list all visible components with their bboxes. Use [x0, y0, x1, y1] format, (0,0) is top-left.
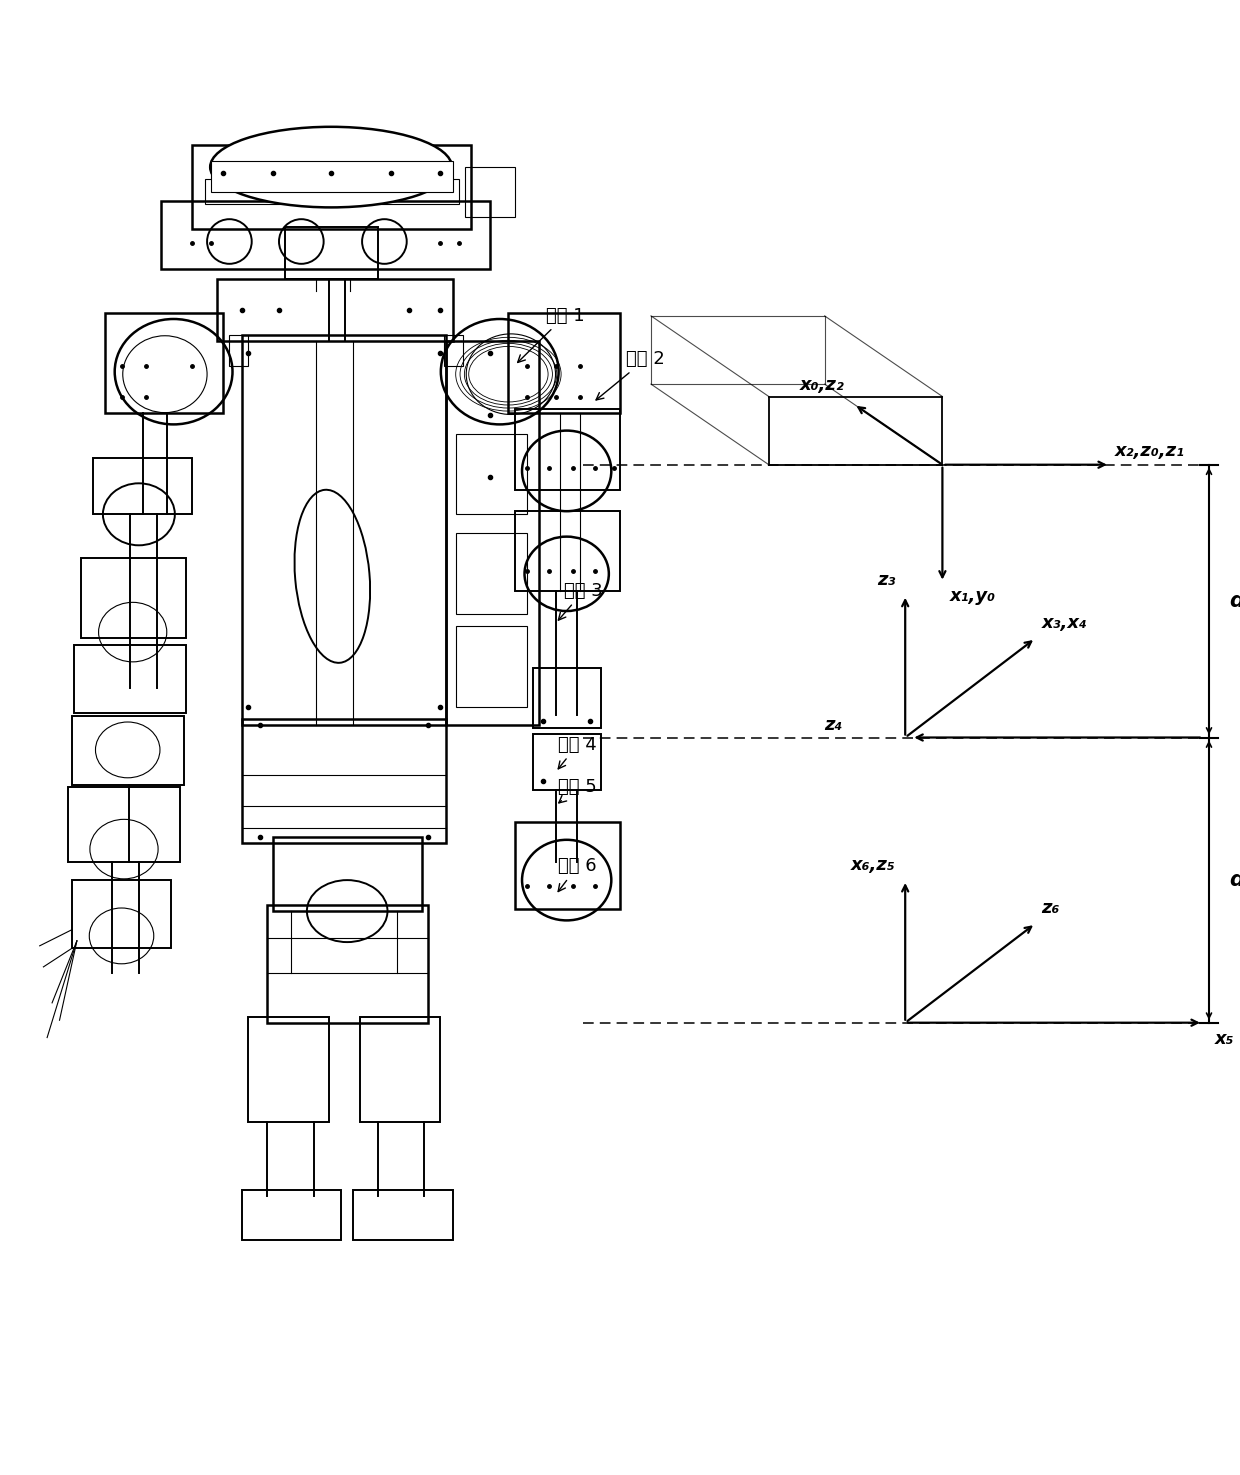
Bar — [105, 313, 223, 413]
Bar — [456, 532, 527, 614]
Bar — [515, 409, 620, 490]
Text: 关节 6: 关节 6 — [558, 857, 596, 891]
Bar — [68, 788, 180, 861]
Bar — [360, 1016, 440, 1122]
Bar — [273, 836, 422, 912]
Bar — [72, 717, 184, 785]
Bar — [267, 904, 428, 1022]
Bar — [444, 335, 463, 366]
Bar — [515, 510, 620, 591]
Bar — [456, 434, 527, 515]
Text: 关节 5: 关节 5 — [558, 779, 596, 802]
Bar — [456, 625, 527, 707]
Text: x₀,z₂: x₀,z₂ — [800, 376, 844, 394]
Bar — [285, 227, 378, 279]
Text: 关节 2: 关节 2 — [596, 350, 665, 400]
Text: x₅: x₅ — [1215, 1030, 1235, 1049]
Text: x₁,y₀: x₁,y₀ — [950, 587, 996, 605]
Text: 关节 1: 关节 1 — [517, 307, 584, 363]
Bar — [81, 558, 186, 639]
Bar — [192, 145, 471, 229]
Ellipse shape — [211, 127, 451, 208]
Bar — [242, 335, 446, 726]
Text: 关节 3: 关节 3 — [558, 583, 603, 620]
Bar — [533, 733, 601, 789]
Bar — [229, 335, 248, 366]
Bar — [508, 313, 620, 413]
Bar — [446, 341, 539, 726]
Text: 关节 4: 关节 4 — [558, 736, 596, 768]
Bar — [515, 822, 620, 909]
Bar — [533, 668, 601, 727]
Bar — [72, 881, 171, 948]
Bar — [161, 201, 490, 268]
Text: x₂,z₀,z₁: x₂,z₀,z₁ — [1115, 441, 1184, 460]
Bar — [465, 167, 515, 217]
Bar — [242, 1190, 341, 1239]
Text: d₅: d₅ — [1229, 870, 1240, 889]
Bar — [74, 645, 186, 712]
Bar — [217, 279, 453, 341]
Text: z₃: z₃ — [877, 571, 895, 589]
Text: x₃,x₄: x₃,x₄ — [1042, 614, 1087, 633]
Bar — [353, 1190, 453, 1239]
Bar — [242, 718, 446, 842]
Bar — [93, 459, 192, 515]
Text: z₆: z₆ — [1042, 900, 1060, 917]
Text: x₆,z₅: x₆,z₅ — [851, 855, 895, 873]
Bar — [248, 1016, 329, 1122]
Bar — [211, 161, 453, 192]
Text: d₃: d₃ — [1229, 591, 1240, 611]
Bar — [205, 180, 459, 205]
Text: z₄: z₄ — [825, 715, 843, 733]
